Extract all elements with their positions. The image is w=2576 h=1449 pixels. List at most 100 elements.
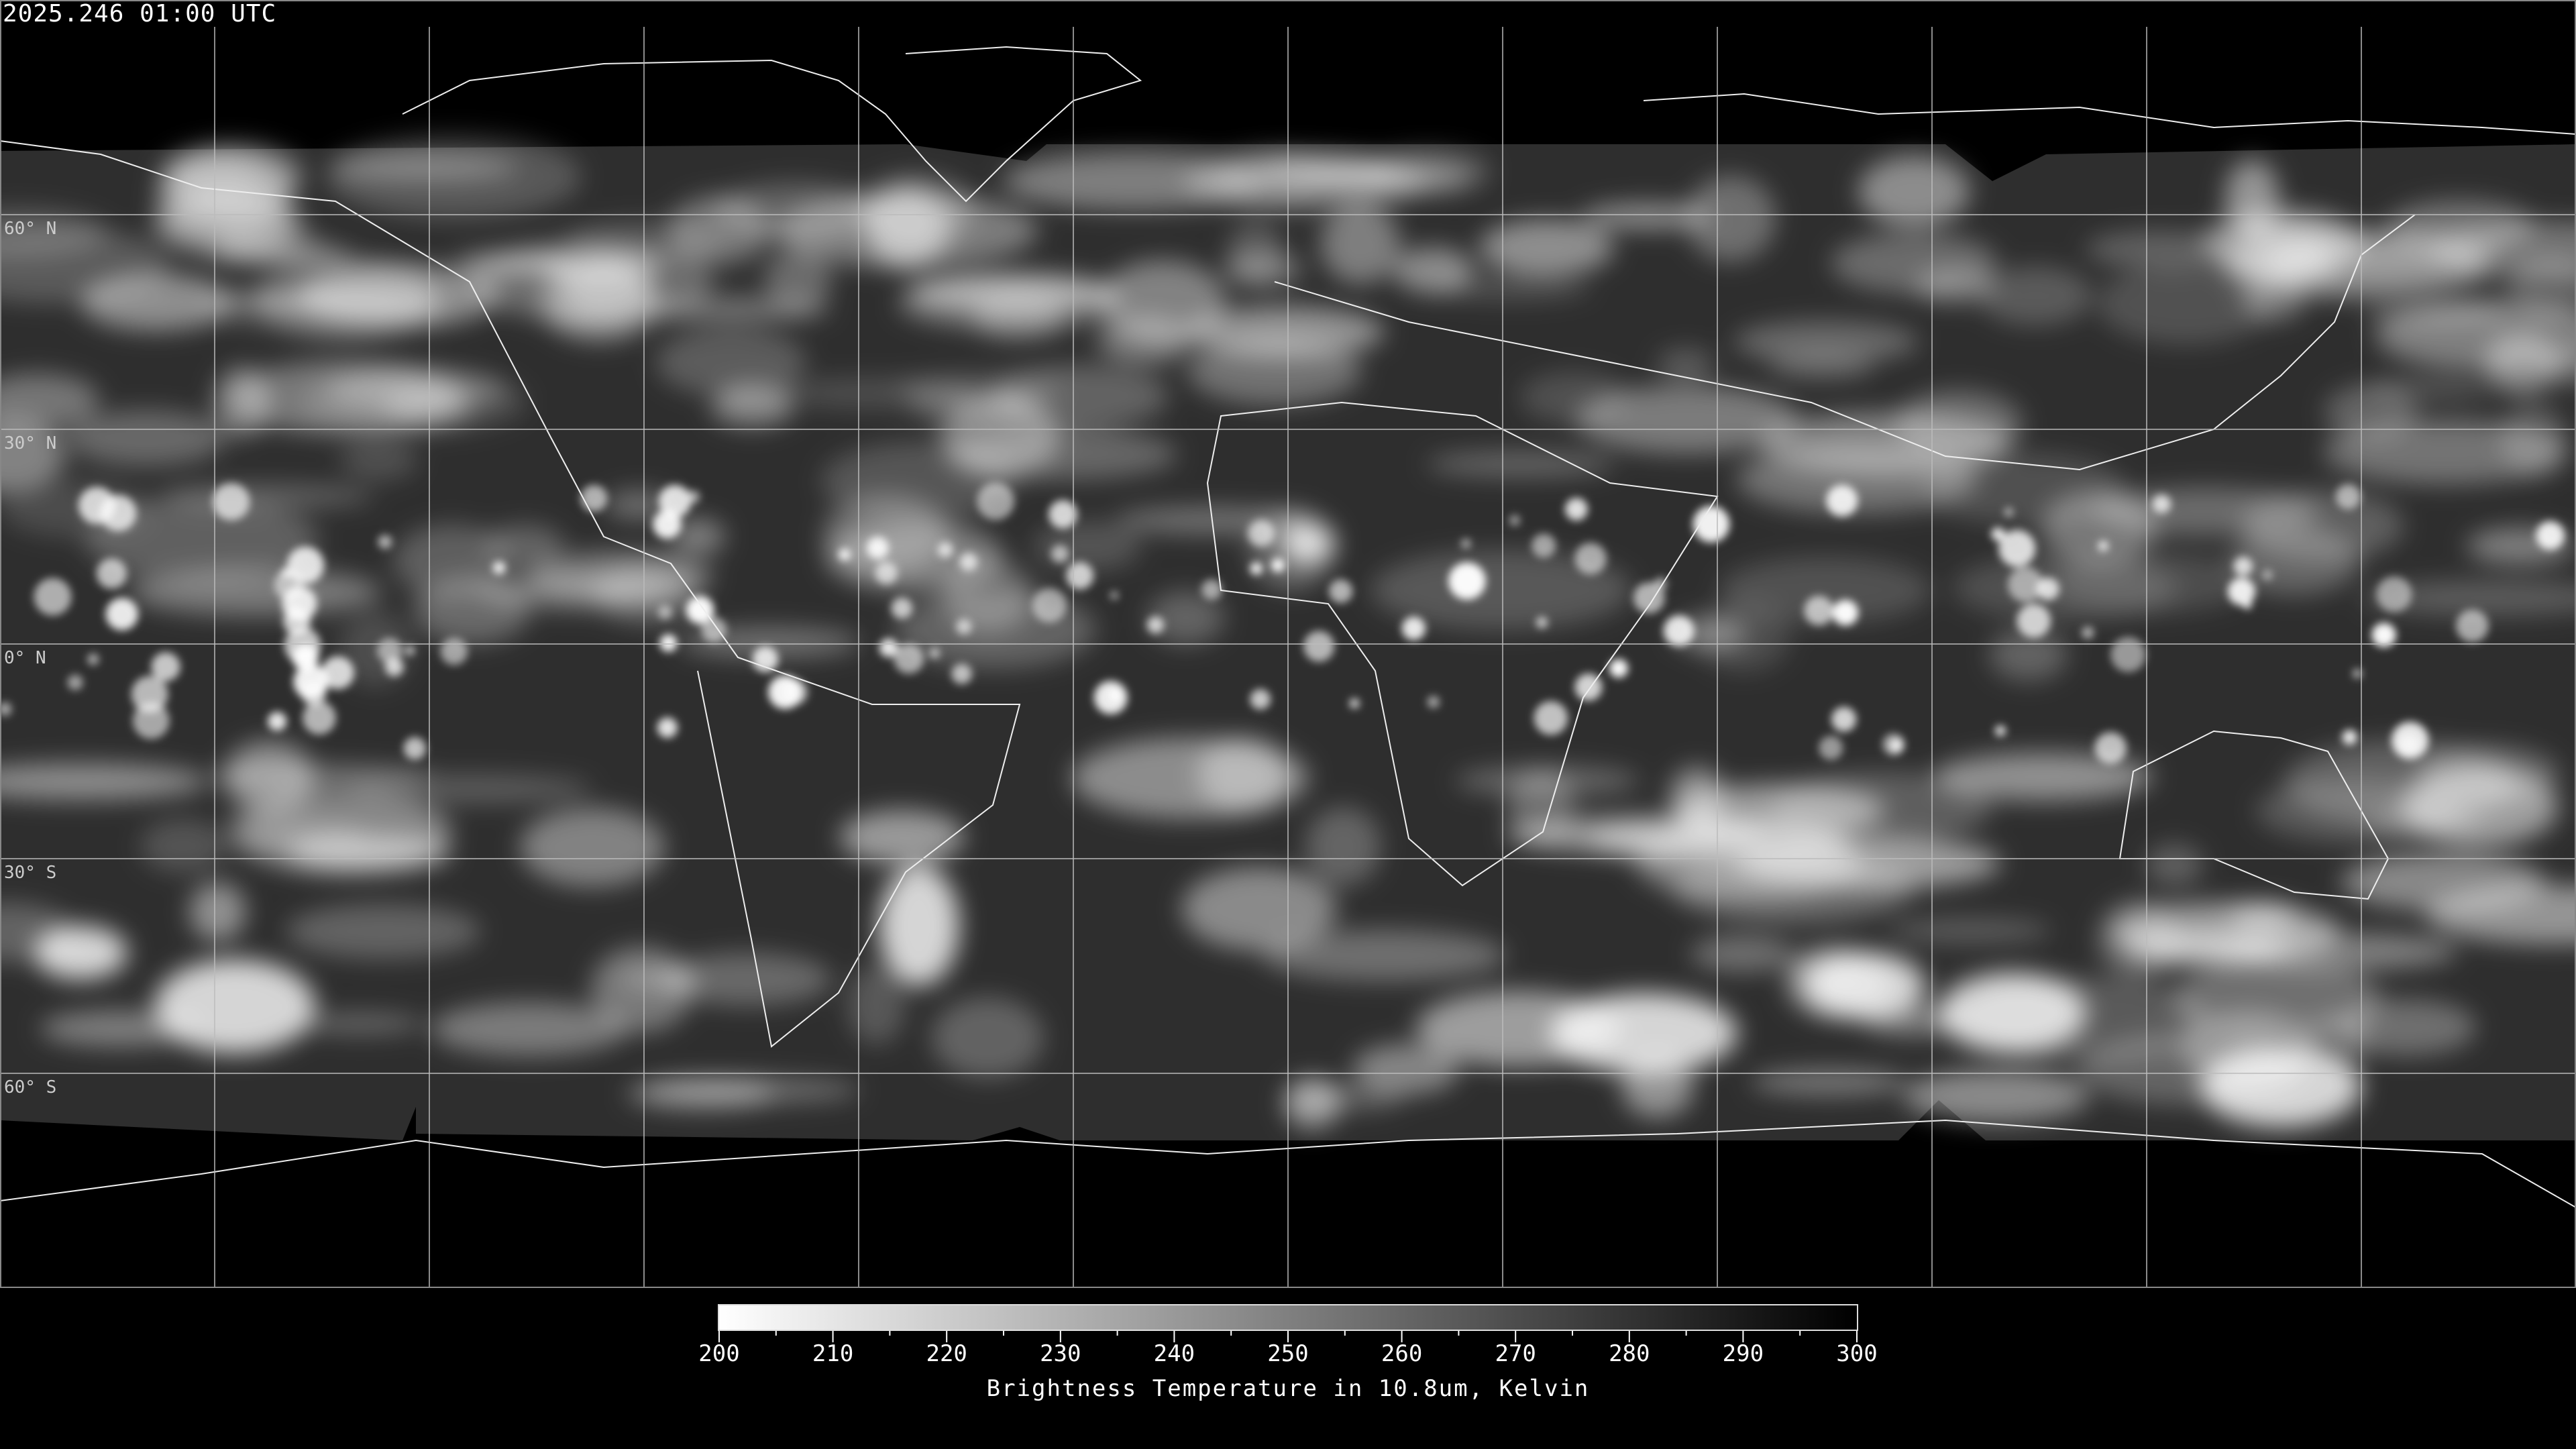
cloud xyxy=(670,519,725,555)
cloud xyxy=(1831,232,1998,294)
cyclone-cloud xyxy=(1939,973,2086,1053)
convective-cell xyxy=(658,484,692,518)
convective-cell xyxy=(1991,527,2005,541)
cloud xyxy=(431,1002,627,1056)
cloud xyxy=(1147,591,1225,645)
convective-cell xyxy=(34,578,72,616)
convective-cell xyxy=(1819,735,1843,760)
cloud xyxy=(710,388,794,429)
cloud xyxy=(1750,1068,1909,1096)
convective-cell xyxy=(1564,498,1588,521)
cloud xyxy=(1305,807,1381,886)
cloud xyxy=(1657,348,1715,381)
cloud xyxy=(1320,203,1401,284)
cloud xyxy=(1197,737,1287,813)
timestamp-title: 2025.246 01:00 UTC xyxy=(3,0,277,28)
cloud xyxy=(2501,404,2567,477)
convective-cell xyxy=(2262,570,2273,580)
convective-cell xyxy=(1250,689,1271,710)
colorbar-tick-label: 270 xyxy=(1495,1340,1536,1367)
convective-cell xyxy=(1995,725,2006,737)
convective-cell xyxy=(1146,616,1165,634)
cloud xyxy=(1181,867,1337,951)
cloud xyxy=(2400,766,2559,847)
convective-cell xyxy=(1201,579,1222,600)
cloud xyxy=(0,763,208,800)
lat-label: 60° S xyxy=(4,1077,57,1097)
convective-cell xyxy=(1271,558,1285,572)
cloud xyxy=(1979,266,2092,326)
convective-cell xyxy=(657,717,678,738)
convective-cell xyxy=(1536,616,1548,629)
convective-cell xyxy=(2082,626,2094,639)
cyclone-cloud xyxy=(879,865,959,986)
convective-cell xyxy=(977,482,1015,521)
convective-cell xyxy=(132,702,170,739)
cloud xyxy=(1187,337,1362,405)
cloud xyxy=(2224,160,2279,237)
cloud xyxy=(712,182,879,241)
convective-cell xyxy=(1051,545,1069,563)
cloud xyxy=(2324,384,2419,439)
cloud xyxy=(470,239,714,323)
convective-cell xyxy=(378,535,392,549)
cloud xyxy=(1315,162,1469,193)
cyclone-cloud xyxy=(1805,953,1925,1020)
cloud xyxy=(1580,203,1712,229)
convective-cell xyxy=(2094,732,2127,764)
cloud xyxy=(1431,274,1591,301)
convective-cell xyxy=(212,483,250,521)
cloud xyxy=(1933,753,2153,801)
cloud xyxy=(1952,554,2178,621)
convective-cell xyxy=(2227,578,2255,606)
cloud xyxy=(2341,853,2546,911)
convective-cell xyxy=(1110,591,1119,600)
convective-cell xyxy=(891,597,913,619)
cloud xyxy=(655,327,806,397)
cloud xyxy=(847,965,906,1045)
convective-cell xyxy=(701,616,727,643)
convective-cell xyxy=(2036,577,2059,600)
convective-cell xyxy=(1826,484,1858,517)
convective-cell xyxy=(2152,494,2171,514)
convective-cell xyxy=(131,676,168,713)
cloud xyxy=(2336,999,2477,1056)
cloud xyxy=(0,417,66,494)
cloud xyxy=(2122,931,2287,965)
colorbar-ticks xyxy=(718,1331,1858,1342)
cyclone-cloud xyxy=(1550,993,1737,1073)
convective-cell xyxy=(1693,505,1730,543)
convective-cell xyxy=(1032,588,1067,623)
colorbar-tick-label: 220 xyxy=(926,1340,967,1367)
convective-cell xyxy=(405,645,415,655)
cloud xyxy=(295,1012,425,1034)
colorbar-tick-label: 260 xyxy=(1381,1340,1423,1367)
lat-label: 60° N xyxy=(4,219,57,239)
colorbar-tick-label: 210 xyxy=(812,1340,854,1367)
convective-cell xyxy=(1401,616,1426,641)
cloud xyxy=(1002,152,1266,211)
convective-cell xyxy=(929,647,941,659)
convective-cell xyxy=(659,634,678,652)
convective-cell xyxy=(1049,500,1077,529)
cloud xyxy=(1733,320,1919,364)
convective-cell xyxy=(768,675,802,709)
convective-cell xyxy=(866,537,889,559)
cloud xyxy=(330,154,518,181)
convective-cell xyxy=(937,542,953,558)
cloud xyxy=(2145,843,2204,887)
convective-cell xyxy=(440,638,468,665)
cloud xyxy=(1352,1043,1460,1095)
cloud xyxy=(154,190,301,256)
cloud xyxy=(1697,601,1790,672)
convective-cell xyxy=(376,637,402,663)
cloud xyxy=(484,525,565,566)
convective-cell xyxy=(96,558,127,589)
cloud xyxy=(2508,254,2576,320)
cloud xyxy=(2086,230,2234,268)
convective-cell xyxy=(1804,596,1834,626)
cloud xyxy=(1685,175,1776,262)
convective-cell xyxy=(2399,733,2419,754)
cloud xyxy=(590,946,693,1033)
convective-cell xyxy=(2353,669,2362,678)
